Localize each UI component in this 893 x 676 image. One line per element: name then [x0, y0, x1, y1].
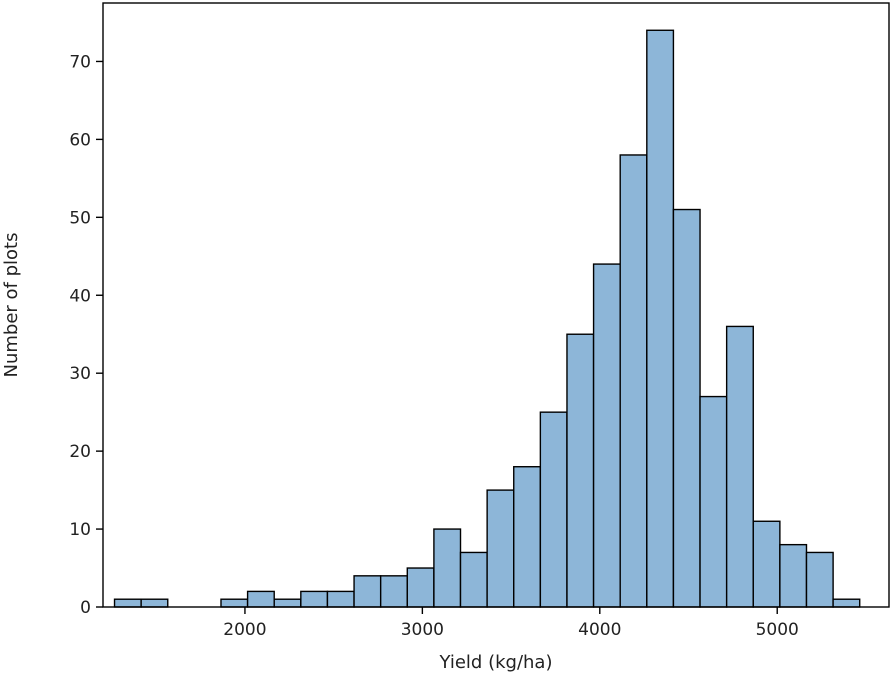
histogram-bar [113, 598, 142, 608]
x-tick-label: 5000 [756, 620, 799, 640]
histogram-bar [300, 590, 329, 608]
y-axis-label: Number of plots [1, 233, 22, 378]
histogram-bar [406, 567, 435, 608]
bars [113, 29, 861, 608]
histogram-bar [433, 528, 462, 608]
histogram-bar [699, 395, 728, 608]
histogram-bar [459, 551, 488, 608]
histogram-bar [326, 590, 355, 608]
histogram-bar [752, 520, 781, 608]
y-tick-label: 50 [69, 208, 91, 228]
y-tick-label: 40 [69, 286, 91, 306]
y-axis: 0 10 20 30 40 50 60 70 [69, 52, 103, 618]
x-tick-label: 3000 [401, 620, 444, 640]
y-tick-label: 20 [69, 442, 91, 462]
y-tick-label: 70 [69, 52, 91, 72]
histogram-bar [779, 543, 808, 608]
histogram-bar [832, 598, 861, 608]
x-tick-label: 2000 [223, 620, 266, 640]
x-axis: 2000 3000 4000 5000 [223, 607, 799, 640]
y-tick-label: 30 [69, 364, 91, 384]
histogram-bar [646, 29, 675, 608]
x-axis-label: Yield (kg/ha) [439, 652, 553, 673]
y-tick-label: 10 [69, 520, 91, 540]
histogram-bar [486, 489, 515, 608]
histogram-bar [220, 598, 249, 608]
histogram-bar [592, 263, 621, 608]
histogram-bar [379, 575, 408, 608]
plot-frame [102, 2, 890, 608]
histogram-bar [140, 598, 169, 608]
histogram-bar [725, 325, 754, 608]
histogram-bar [353, 575, 382, 608]
histogram-bar [805, 551, 834, 608]
x-tick-label: 4000 [578, 620, 621, 640]
histogram-bar [619, 154, 648, 608]
histogram-bar [246, 590, 275, 608]
histogram-bar [513, 466, 542, 608]
histogram-bar [539, 411, 568, 608]
histogram-bar [672, 208, 701, 608]
histogram-bar [566, 333, 595, 608]
y-tick-label: 60 [69, 130, 91, 150]
y-tick-label: 0 [80, 598, 91, 618]
histogram-bar [273, 598, 302, 608]
